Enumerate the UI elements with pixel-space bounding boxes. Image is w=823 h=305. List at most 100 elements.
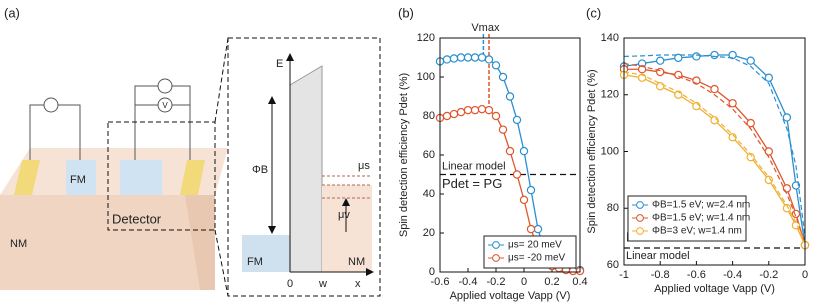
- data-point: [463, 105, 473, 115]
- reference-formula: Pdet = PG: [442, 176, 502, 191]
- series-line: [623, 54, 806, 237]
- x-tick-label: 0: [802, 269, 808, 281]
- nm-front: [0, 195, 215, 290]
- data-point: [442, 55, 452, 64]
- data-point: [491, 111, 501, 121]
- data-point: [470, 53, 480, 62]
- legend-marker: [492, 241, 500, 249]
- nm-side: [185, 195, 215, 290]
- y-tick-label: 0: [429, 266, 435, 278]
- x-axis-label: Applied voltage Vapp (V): [450, 290, 571, 302]
- x-tick-label: -0.8: [651, 269, 670, 281]
- data-point: [505, 92, 515, 101]
- data-point: [728, 99, 737, 108]
- barrier: [289, 65, 323, 273]
- y-tick-label: 60: [607, 259, 619, 271]
- data-point: [728, 50, 737, 60]
- y-axis-label: Spin detection efficiency Pdet (%): [398, 73, 410, 237]
- data-point: [477, 104, 487, 114]
- x-zero: 0: [287, 278, 293, 290]
- fm: [66, 160, 96, 195]
- contact: [180, 160, 205, 195]
- legend-label: ΦB=3 eV; w=1.4 nm: [652, 226, 742, 237]
- data-point: [519, 195, 529, 205]
- data-point: [710, 84, 719, 94]
- data-point: [484, 105, 494, 115]
- data-point: [498, 125, 508, 134]
- data-point: [526, 224, 536, 234]
- x-w: w: [318, 278, 327, 290]
- data-point: [782, 113, 792, 122]
- data-point: [656, 56, 665, 65]
- data-point: [764, 175, 774, 185]
- data-point: [674, 53, 683, 63]
- fm-label: FM: [70, 174, 86, 186]
- data-point: [692, 52, 701, 61]
- fm: [120, 160, 162, 195]
- legend-label: ΦB=1.5 eV; w=2.4 nm: [652, 200, 750, 211]
- band-fm: [242, 235, 290, 272]
- x-label: x: [355, 278, 361, 290]
- data-point: [463, 53, 473, 62]
- data-point: [491, 61, 501, 70]
- detector-box: [107, 121, 216, 231]
- voltmeter-label: V: [162, 101, 168, 110]
- reference-label: Linear model: [442, 160, 506, 172]
- mu-s-label: μs: [358, 160, 370, 172]
- legend-label: μs= -20 meV: [508, 253, 566, 264]
- y-tick-label: 80: [607, 202, 619, 214]
- data-point: [512, 170, 522, 179]
- data-point: [442, 111, 452, 121]
- band-nm-label: NM: [348, 256, 365, 268]
- x-tick-label: -0.4: [459, 276, 478, 288]
- contact: [14, 160, 40, 195]
- data-point: [477, 53, 487, 62]
- legend-label: μs= 20 meV: [508, 240, 562, 251]
- data-point: [512, 115, 522, 125]
- data-point: [498, 72, 508, 82]
- energy-label: E: [276, 58, 283, 70]
- plot-frame: [439, 37, 581, 273]
- y-tick-label: 120: [601, 89, 619, 101]
- data-point: [710, 50, 719, 60]
- data-point: [484, 55, 494, 64]
- x-tick-label: -0.2: [759, 269, 778, 281]
- data-point: [656, 82, 665, 91]
- data-point: [728, 133, 737, 142]
- series-line: [623, 62, 806, 243]
- source: [157, 78, 173, 94]
- series-line: [623, 71, 806, 243]
- y-tick-label: 120: [417, 32, 435, 44]
- legend-marker: [492, 254, 500, 262]
- data-point: [456, 53, 466, 62]
- y-tick-label: 20: [423, 227, 435, 239]
- barrier-label: ΦB: [252, 164, 268, 176]
- legend-marker: [636, 227, 644, 235]
- x-tick-label: -0.6: [431, 276, 450, 288]
- x-tick-label: 0.4: [572, 276, 587, 288]
- legend-marker: [636, 214, 644, 222]
- y-tick-label: 100: [601, 145, 619, 157]
- data-point: [449, 54, 459, 63]
- data-point: [568, 266, 578, 276]
- panel-letter: (a): [4, 5, 20, 20]
- vmax-label: Vmax: [471, 22, 500, 34]
- x-tick-label: -1: [619, 269, 629, 281]
- voltmeter: [157, 97, 173, 113]
- panel-letter: (c): [586, 5, 601, 20]
- y-tick-label: 60: [423, 149, 435, 161]
- legend-label: ΦB=1.5 eV; w=1.4 nm: [652, 213, 750, 224]
- x-tick-label: -0.6: [687, 269, 706, 281]
- legend-box: [483, 235, 577, 269]
- mu-v-label: μv: [338, 209, 350, 221]
- source: [43, 97, 59, 113]
- data-point: [746, 56, 755, 65]
- y-axis-label: Spin detection efficiency Pdet (%): [586, 69, 598, 233]
- data-point: [692, 101, 701, 111]
- nm-top: [0, 148, 228, 195]
- detector-label: Detector: [112, 211, 162, 226]
- y-tick-label: 140: [601, 32, 619, 44]
- wire: [29, 85, 191, 160]
- zoom-line: [214, 37, 229, 297]
